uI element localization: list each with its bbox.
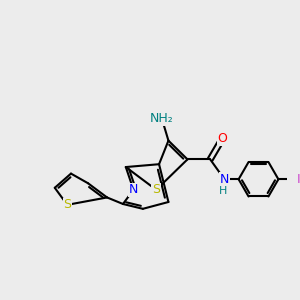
Text: N: N xyxy=(129,183,138,196)
Text: S: S xyxy=(63,198,71,211)
Text: NH₂: NH₂ xyxy=(150,112,174,125)
Text: I: I xyxy=(296,173,300,186)
Text: S: S xyxy=(152,183,160,196)
Text: N: N xyxy=(220,173,229,186)
Text: H: H xyxy=(219,186,227,196)
Text: O: O xyxy=(218,132,227,145)
